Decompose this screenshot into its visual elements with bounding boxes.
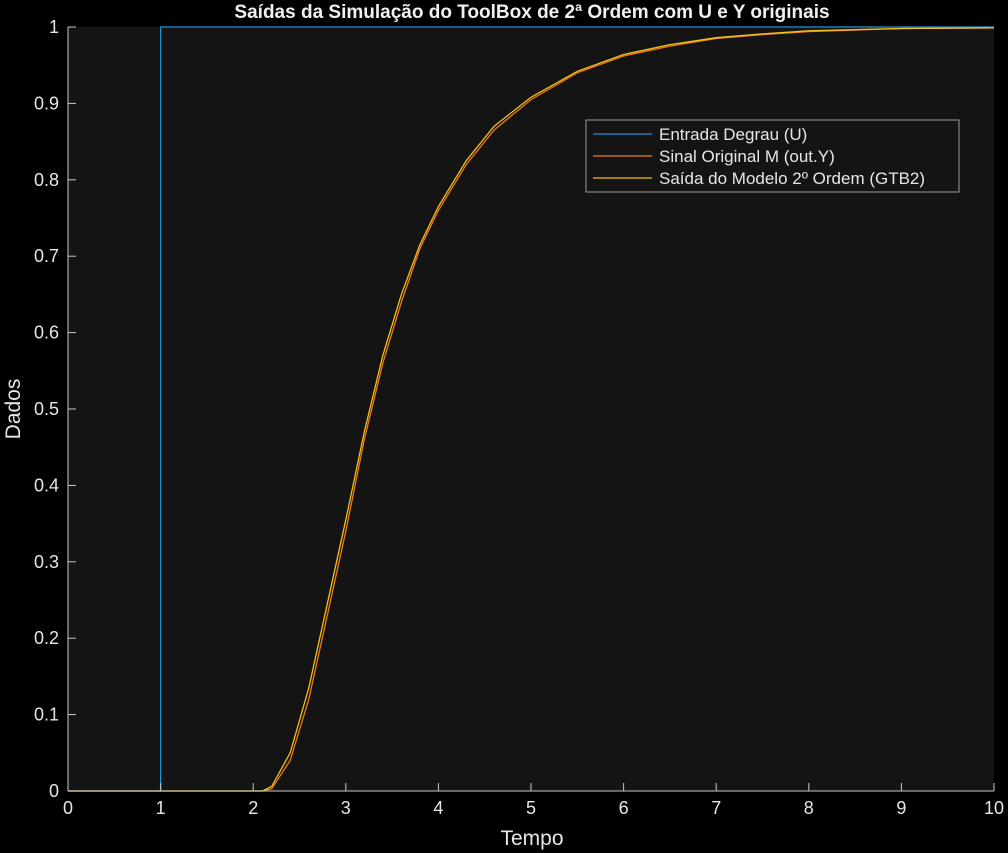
y-axis-label: Dados <box>2 379 25 440</box>
y-tick-label: 0.7 <box>34 246 59 266</box>
x-tick-label: 4 <box>433 798 443 818</box>
x-tick-label: 9 <box>896 798 906 818</box>
x-tick-label: 6 <box>619 798 629 818</box>
y-tick-label: 0.9 <box>34 93 59 113</box>
y-tick-label: 0.6 <box>34 323 59 343</box>
y-tick-label: 0.8 <box>34 170 59 190</box>
y-tick-label: 0 <box>49 781 59 801</box>
x-tick-label: 0 <box>63 798 73 818</box>
x-tick-label: 8 <box>804 798 814 818</box>
y-tick-label: 0.5 <box>34 399 59 419</box>
x-axis-label: Tempo <box>500 827 563 850</box>
legend-entry-label: Saída do Modelo 2º Ordem (GTB2) <box>659 169 925 188</box>
x-tick-label: 7 <box>711 798 721 818</box>
series-line-3 <box>68 27 995 792</box>
y-tick-label: 0.1 <box>34 705 59 725</box>
y-tick-label: 0.3 <box>34 552 59 572</box>
x-tick-label: 2 <box>248 798 258 818</box>
legend-entry-label: Sinal Original M (out.Y) <box>659 147 835 166</box>
legend: Entrada Degrau (U) Sinal Original M (out.… <box>585 119 960 193</box>
x-tick-label: 1 <box>156 798 166 818</box>
legend-entry-label: Entrada Degrau (U) <box>659 125 807 144</box>
y-tick-label: 0.4 <box>34 475 59 495</box>
y-tick-label: 1 <box>49 17 59 37</box>
x-tick-label: 10 <box>984 798 1004 818</box>
chart-title: Saídas da Simulação do ToolBox de 2ª Ord… <box>234 2 829 23</box>
y-tick-label: 0.2 <box>34 628 59 648</box>
x-tick-label: 3 <box>341 798 351 818</box>
axes-layer: 0 1 2 3 4 5 6 7 8 9 10 0 0.1 0.2 0.3 0.4 0.5 0.6 0.7 0.8 0.9… <box>34 17 1004 818</box>
x-tick-label: 5 <box>526 798 536 818</box>
series-line-2 <box>68 27 995 792</box>
